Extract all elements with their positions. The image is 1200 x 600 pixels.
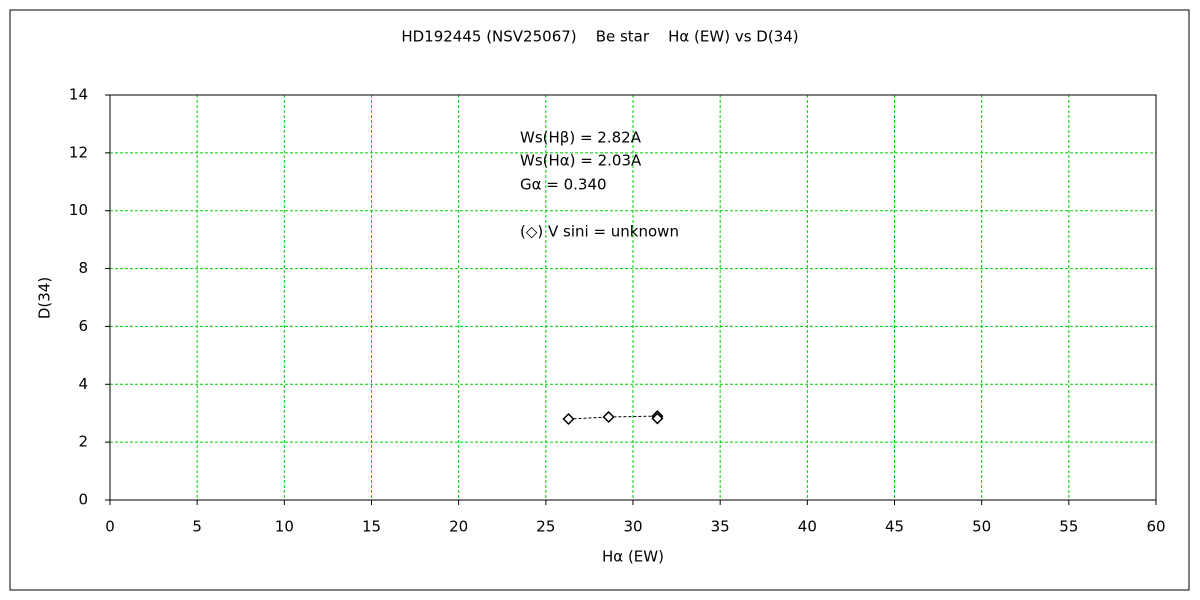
x-tick-label: 5 [192, 518, 202, 536]
x-tick-label: 55 [1059, 518, 1078, 536]
x-tick-label: 0 [105, 518, 115, 536]
annotation: Gα = 0.340 [520, 176, 607, 194]
y-tick-label: 14 [69, 86, 88, 104]
y-tick-label: 4 [78, 375, 88, 393]
x-tick-label: 60 [1146, 518, 1165, 536]
y-tick-label: 0 [78, 491, 88, 509]
data-point [651, 412, 664, 425]
x-tick-label: 10 [275, 518, 294, 536]
x-tick-label: 30 [623, 518, 642, 536]
annotation: Ws(Hα) = 2.03A [520, 152, 642, 170]
y-tick-label: 6 [78, 317, 88, 335]
x-tick-label: 35 [711, 518, 730, 536]
chart-title: HD192445 (NSV25067) Be star Hα (EW) vs D… [401, 28, 798, 46]
annotation: (◇) V sini = unknown [520, 223, 679, 241]
data-point [602, 410, 615, 424]
x-tick-label: 40 [798, 518, 817, 536]
x-tick-label: 45 [885, 518, 904, 536]
x-tick-label: 25 [536, 518, 555, 536]
y-axis-label: D(34) [36, 277, 54, 319]
x-tick-label: 50 [972, 518, 991, 536]
x-tick-label: 15 [362, 518, 381, 536]
y-tick-label: 12 [69, 143, 88, 161]
x-tick-label: 20 [449, 518, 468, 536]
y-tick-label: 10 [69, 201, 88, 219]
data-point [562, 412, 575, 426]
x-axis-label: Hα (EW) [602, 548, 664, 566]
y-tick-label: 8 [78, 259, 88, 277]
y-tick-label: 2 [78, 433, 88, 451]
plot-border [109, 94, 1157, 501]
annotation: Ws(Hβ) = 2.82A [520, 129, 642, 147]
